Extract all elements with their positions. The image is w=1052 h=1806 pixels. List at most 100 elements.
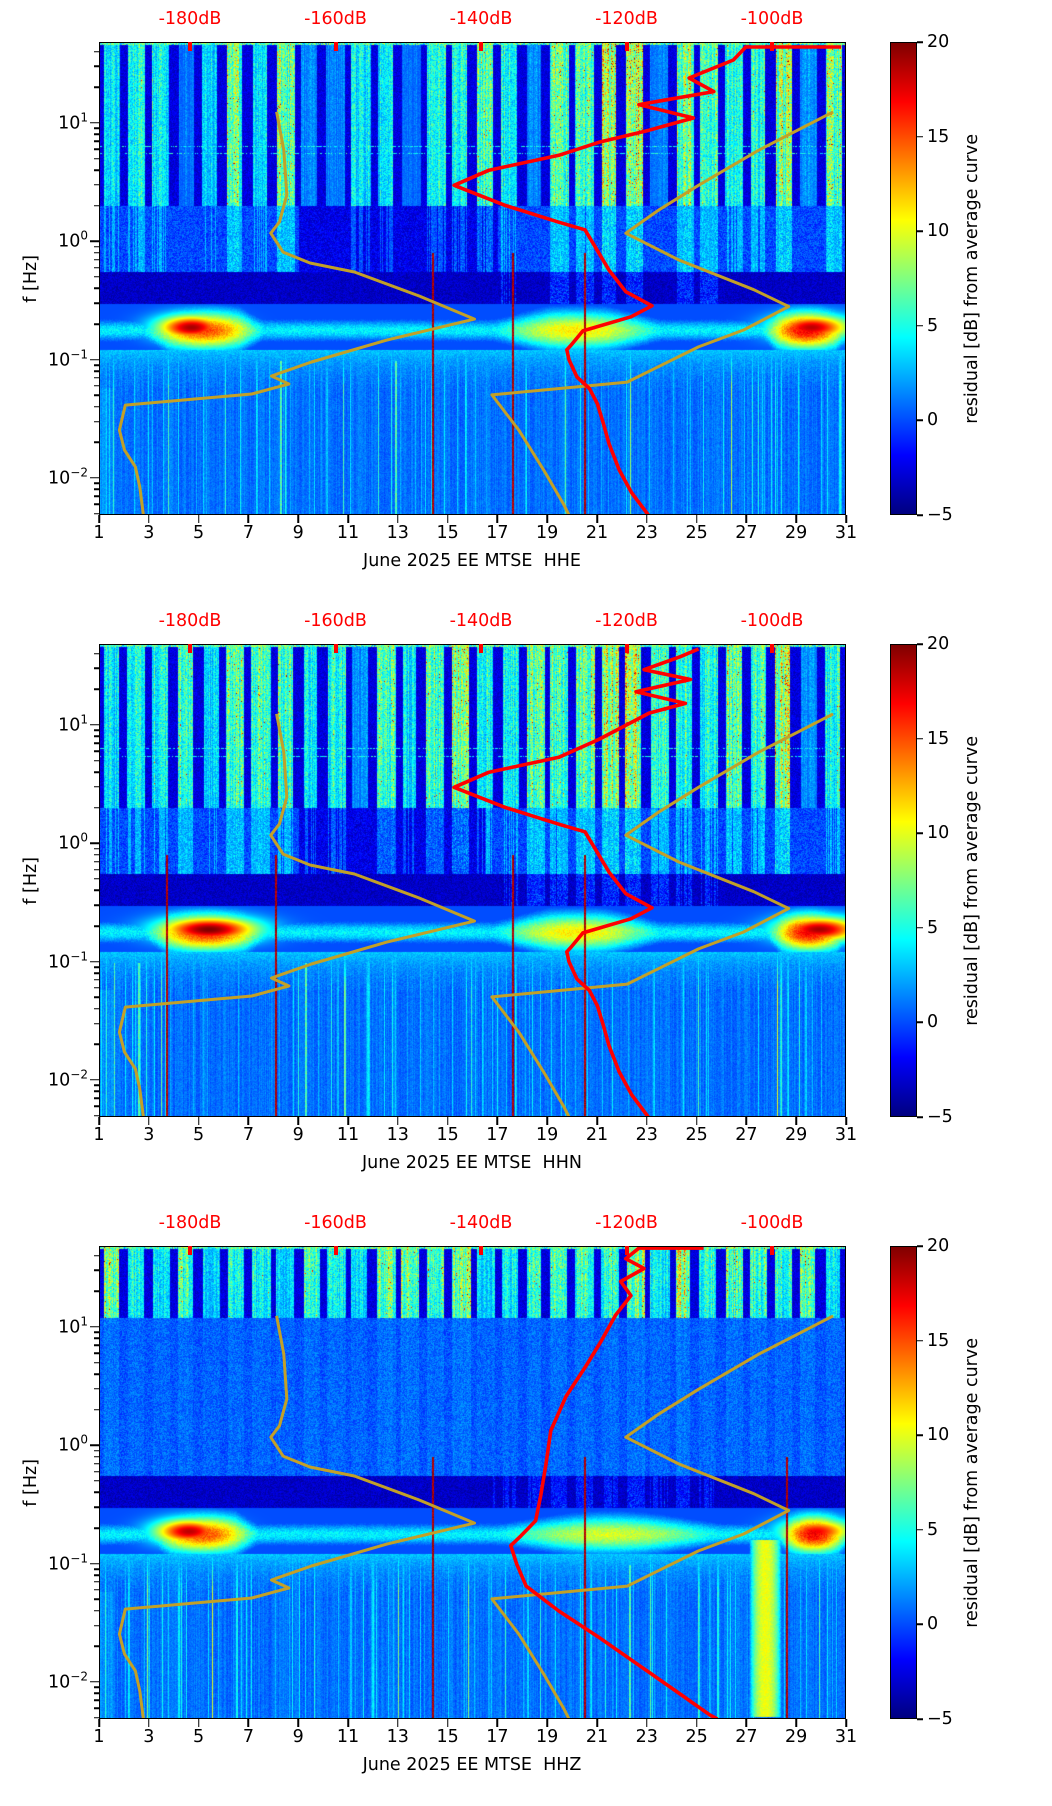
average-psd-curve [452,647,700,1117]
x-tick-label: 23 [635,523,658,543]
x-axis-title: June 2025 EE MTSE HHZ [362,1755,582,1775]
y-tick-minor [94,1581,99,1583]
x-tick-label: 9 [292,523,304,543]
x-tick [795,515,797,523]
x-tick [845,515,847,523]
y-tick-minor [94,979,99,981]
y-tick-minor [94,1097,99,1100]
x-tick [148,515,150,523]
colorbar [890,42,917,515]
y-tick-minor [94,276,99,278]
x-tick [695,1719,698,1727]
y-tick-minor [94,65,99,68]
colorbar-tick-label: −5 [927,505,953,525]
colorbar-label: residual [dB] from average curve [962,133,982,424]
y-tick-minor [94,1456,99,1458]
curves-overlay [117,45,842,515]
average-psd-curve [508,1246,719,1719]
x-tick [496,515,499,523]
colorbar-tick-label: 20 [927,32,950,52]
y-axis-label: f [Hz] [21,254,41,303]
y-tick-minor [94,420,99,423]
y-tick-label: 101 [58,712,88,736]
y-tick-minor [94,759,99,762]
x-tick [247,515,250,523]
y-tick-major [90,842,99,845]
top-axis-db-tick [770,42,774,51]
colorbar-tick-label: 0 [927,1614,939,1635]
colorbar-tick-label: 5 [927,917,939,938]
y-tick-minor [94,377,99,379]
x-tick [148,1117,150,1125]
nlnm-model-curve [117,1315,476,1719]
x-tick [596,1719,598,1727]
colorbar-tick-label: −5 [927,1709,953,1729]
y-tick-minor [94,889,99,892]
colorbar-label-wrap: residual [dB] from average curve [962,1246,982,1719]
y-axis-label: f [Hz] [21,856,41,905]
y-tick-minor [94,86,99,89]
x-tick-label: 5 [193,1125,205,1145]
x-tick-label: 29 [785,1125,808,1145]
top-axis-db-label: -120dB [595,1213,658,1233]
top-axis-db-tick [188,644,192,653]
x-tick-label: 25 [685,523,708,543]
x-tick-label: 15 [436,1727,459,1747]
x-tick [695,1117,698,1125]
x-tick-label: 27 [735,523,758,543]
x-tick-label: 29 [785,1727,808,1747]
top-axis-db-tick [188,42,192,51]
y-tick-major [90,358,99,361]
x-tick [397,1117,399,1125]
y-tick-label: 10−2 [48,1067,88,1091]
x-tick [496,1719,499,1727]
top-axis-db-tick [479,42,483,51]
y-tick-minor [94,860,99,863]
x-tick [546,515,548,523]
colorbar-tick [917,832,923,834]
x-tick [845,1117,847,1125]
y-tick-minor [94,1269,99,1272]
top-axis-db-label: -120dB [595,611,658,631]
colorbar-tick-label: 15 [927,126,950,147]
colorbar-tick-label: 0 [927,410,939,431]
x-tick-label: 21 [585,523,609,543]
x-tick-label: 9 [292,1727,304,1747]
y-tick-minor [94,1692,99,1695]
colorbar-tick [917,1116,923,1118]
y-tick-minor [94,364,99,366]
y-tick-label: 10−1 [48,347,88,370]
x-tick-label: 31 [834,523,858,543]
x-tick-label: 1 [93,1727,105,1747]
y-tick-label: 10−2 [48,465,88,489]
x-tick-label: 11 [336,523,360,543]
top-axis-db-label: -180dB [158,9,222,29]
y-tick-minor [94,169,99,171]
y-tick-minor [94,742,99,745]
top-axis-db-label: -100dB [740,1213,804,1233]
x-tick-label: 31 [834,1727,858,1747]
y-tick-minor [94,1527,99,1529]
y-tick-minor [94,868,99,871]
y-tick-minor [94,245,99,248]
y-tick-minor [94,1480,99,1482]
x-tick-label: 9 [292,1125,304,1145]
x-tick [446,1117,449,1125]
colorbar-gradient [891,645,916,1116]
y-tick-minor [94,1699,99,1702]
top-axis-db-label: -140dB [449,1213,513,1233]
y-tick-minor [94,133,99,136]
y-tick-minor [94,972,99,974]
top-axis-db-label: -160dB [304,9,367,29]
colorbar-tick [917,1623,923,1626]
y-tick-minor [94,482,99,485]
colorbar-tick-label: 0 [927,1012,939,1033]
x-tick [148,1719,150,1727]
x-tick [397,515,399,523]
x-tick [397,1719,399,1727]
colorbar [890,644,917,1117]
top-axis-db-tick [333,42,338,51]
y-tick-major [90,1562,99,1565]
colorbar-gradient [891,1247,916,1718]
x-tick [98,1117,100,1125]
